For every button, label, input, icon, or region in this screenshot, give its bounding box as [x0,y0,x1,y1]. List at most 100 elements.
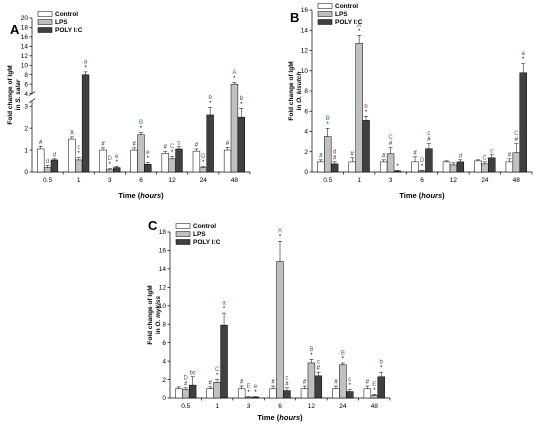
significance-mark: # [317,366,321,372]
bar-control-1 [68,138,76,173]
significance-mark: # [184,381,188,387]
group-letter: # [382,153,386,159]
significance-mark: # [427,137,431,143]
bar-polyic-0.5 [330,163,339,173]
x-tick-label: 3 [389,177,393,184]
group-letter: D [201,154,206,160]
legend-label: LPS [193,231,206,238]
group-letter: c [285,375,288,381]
group-letter: # [413,150,417,156]
significance-mark: * [327,122,330,128]
bar-lps-12 [449,164,458,173]
legend-swatch [175,223,191,229]
x-tick-label: 0.5 [323,177,332,184]
bar-control-6 [269,388,277,399]
group-letter: a [222,301,226,307]
bar-lps-12 [168,158,176,173]
significance-mark: * [240,102,243,108]
group-letter: C [215,367,220,373]
y-tick-label: 10 [159,303,167,310]
bar-lps-0.5 [43,167,52,173]
y-tick-label: 4 [304,129,308,136]
bar-lps-48 [230,83,239,173]
significance-mark: * [171,150,174,156]
group-letter: B [326,116,330,122]
significance-mark: d [53,152,56,158]
y-tick-label: 14 [301,27,309,34]
group-letter: c [177,140,180,146]
bar-lps-1 [355,43,363,173]
y-tick-label: 14 [159,266,167,273]
significance-mark: * [522,57,525,63]
x-tick-label: 12 [308,403,316,410]
group-letter: c [427,131,430,137]
group-letter: # [366,380,370,386]
y-tick-label: 2 [304,149,308,156]
y-tick-label: 6 [162,340,166,347]
y-tick-label: 4 [24,91,28,98]
chart-panel-b: B02468101214160.5#*B#d1#*A*b3##C*6#*D#c1… [288,3,533,200]
significance-mark: * [116,160,119,166]
significance-mark: * [78,151,81,157]
y-axis-label: in O. mykiss [155,295,162,334]
x-tick-label: 48 [371,403,379,410]
significance-mark: * [279,235,282,241]
legend-swatch [317,19,333,25]
significance-mark: # [515,137,519,143]
y-tick-label: 10 [21,62,29,69]
bar-lps-12 [307,362,316,399]
x-tick-label: 1 [357,177,361,184]
legend-swatch [37,19,53,25]
bar-control-3 [379,161,388,173]
bar-polyic-12 [175,148,183,173]
bar-polyic-24 [488,157,496,173]
legend-label: LPS [55,19,68,26]
group-letter: E [247,384,251,390]
y-axis-label: in S. salar [15,79,22,110]
legend-swatch [317,11,333,17]
bar-polyic-48 [519,72,527,173]
axis-break-mark [28,98,36,103]
bar-polyic-12 [314,375,323,399]
significance-mark: # [333,155,337,161]
significance-mark: # [285,381,289,387]
bar-polyic-1 [362,120,370,173]
y-tick-label: 18 [21,25,29,32]
y-tick-label: 4 [162,358,166,365]
significance-mark: * [84,65,87,71]
group-letter: c [490,148,493,154]
x-tick-label: 24 [200,177,208,184]
y-tick-label: 16 [21,34,29,41]
bar-control-3 [99,149,107,173]
significance-mark: * [254,390,257,396]
group-letter: # [195,142,199,148]
bar-polyic-48 [377,376,385,399]
bar-lps-24 [199,167,207,173]
group-letter: # [271,380,275,386]
y-tick-label: 2 [162,377,166,384]
significance-mark: * [310,353,313,359]
bar-polyic-3 [113,167,121,173]
bar-lps-0.5 [182,389,190,399]
legend-label: Control [335,3,358,10]
group-letter: a [522,51,526,57]
group-letter: D [184,375,189,381]
significance-mark: * [202,160,205,166]
y-tick-label: 8 [24,72,28,79]
x-tick-label: 3 [108,177,112,184]
group-letter: # [39,140,43,146]
group-letter: B [341,350,345,356]
bar-lps-3 [106,169,114,173]
panel-letter: A [10,22,20,37]
bar-polyic-0.5 [50,159,59,173]
bar-polyic-24 [346,391,354,399]
group-letter: e [254,384,258,390]
group-letter: # [132,141,136,147]
bar-control-0.5 [317,161,325,173]
group-letter: E [372,382,376,388]
y-tick-label: 0 [24,169,28,176]
